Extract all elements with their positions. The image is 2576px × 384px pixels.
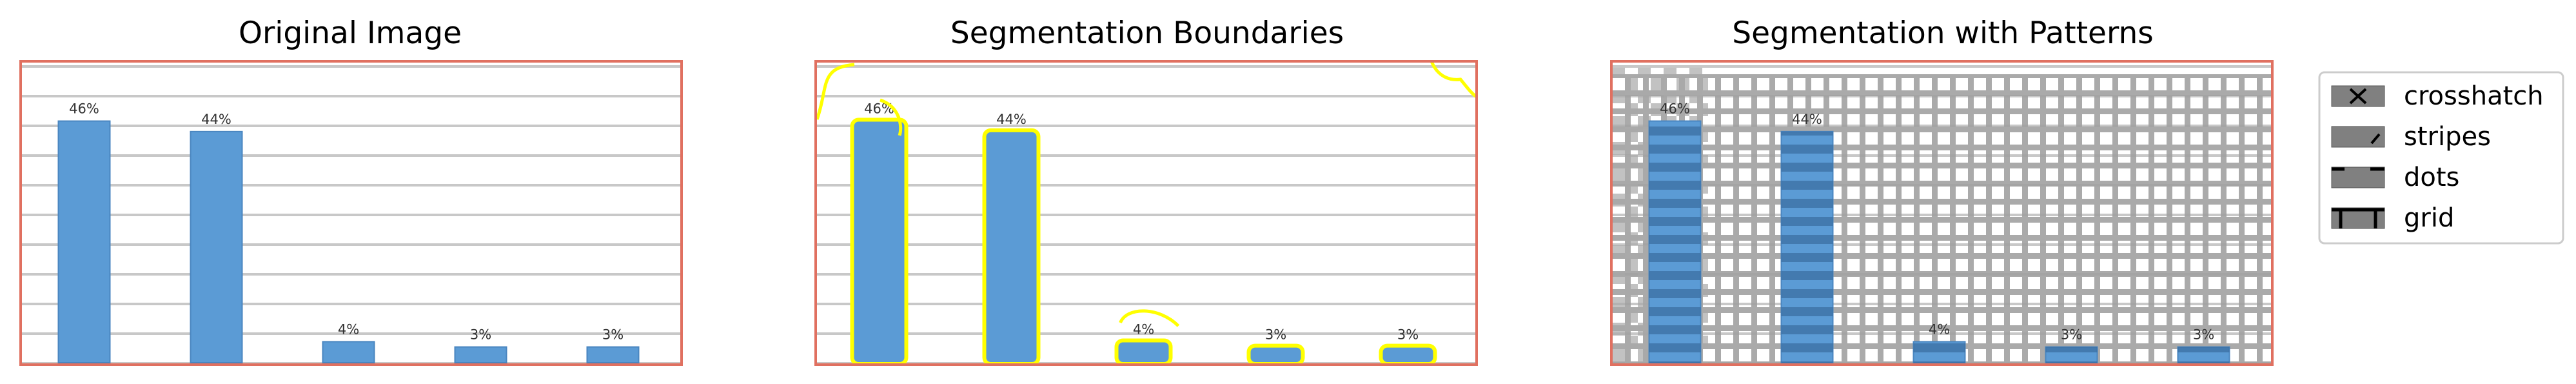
bar [1249,346,1303,364]
plot-patterns: 46% 44% 4% 3% 3% [1610,60,2274,366]
legend-label-crosshatch: crosshatch [2404,81,2544,111]
bar [1117,341,1170,364]
data-label: 4% [1929,321,1950,337]
legend-item-crosshatch: crosshatch [2331,81,2544,111]
legend-item-dots: dots [2331,163,2459,192]
bar [57,120,111,363]
data-label: 3% [1265,327,1286,343]
pattern-overlay-grid [1611,74,2272,365]
legend: crosshatch stripes dots grid [2318,71,2564,245]
boundary-contour [815,63,903,136]
plot-frame [1610,60,2274,366]
plot-background [816,61,1477,365]
panel-title-original: Original Image [239,15,462,51]
legend-label-stripes: stripes [2404,122,2491,152]
bar [586,346,640,364]
plot-frame [19,60,683,366]
bar [322,341,375,364]
legend-frame [2318,71,2564,245]
bar [852,120,906,363]
legend-item-grid: grid [2331,203,2454,233]
legend-label-dots: dots [2404,163,2459,192]
bar-pattern [1913,341,1965,363]
data-label: 44% [996,112,1027,127]
data-label: 46% [69,101,99,117]
bar [454,346,507,364]
bar [985,130,1038,363]
bar-pattern [1781,131,1833,363]
data-label: 44% [201,112,231,127]
plot-frame [814,60,1478,366]
plot-boundaries: 46%44%4% 3% 3% [814,60,1478,367]
panel-patterns: Segmentation with Patterns 46% 44% 4% 3% 3% [1610,15,2274,366]
legend-item-stripes: stripes [2331,122,2491,152]
boundary-contour [1119,309,1180,327]
data-label: 3% [602,327,624,343]
bar-pattern [2178,347,2230,363]
data-label: 3% [2061,327,2082,343]
legend-label-grid: grid [2404,203,2454,233]
bar [1381,346,1435,364]
bar-pattern [2045,347,2098,363]
data-label: 4% [1133,321,1154,337]
data-label: 3% [2193,327,2214,343]
panel-title-boundaries: Segmentation Boundaries [950,15,1344,51]
data-label: 3% [1397,327,1419,343]
boundary-contour [1430,60,1478,99]
panel-boundaries: Segmentation Boundaries 46%44%4% 3% 3% [814,15,1478,367]
plot-original: 46% 44% 4% 3% 3% [19,60,683,366]
bar-pattern [1649,121,1701,363]
data-label: 44% [1792,112,1822,127]
bar [190,130,243,363]
stripes-icon [2370,133,2381,145]
grid-icon [2332,208,2384,228]
panel-title-patterns: Segmentation with Patterns [1732,15,2154,51]
crosshatch-icon [2349,88,2367,105]
plot-background [21,61,682,365]
data-label: 4% [338,321,359,337]
data-label: 3% [470,327,491,343]
data-label: 46% [1660,101,1690,117]
panel-original: Original Image 46% 44% 4% 3% 3% [19,15,683,366]
